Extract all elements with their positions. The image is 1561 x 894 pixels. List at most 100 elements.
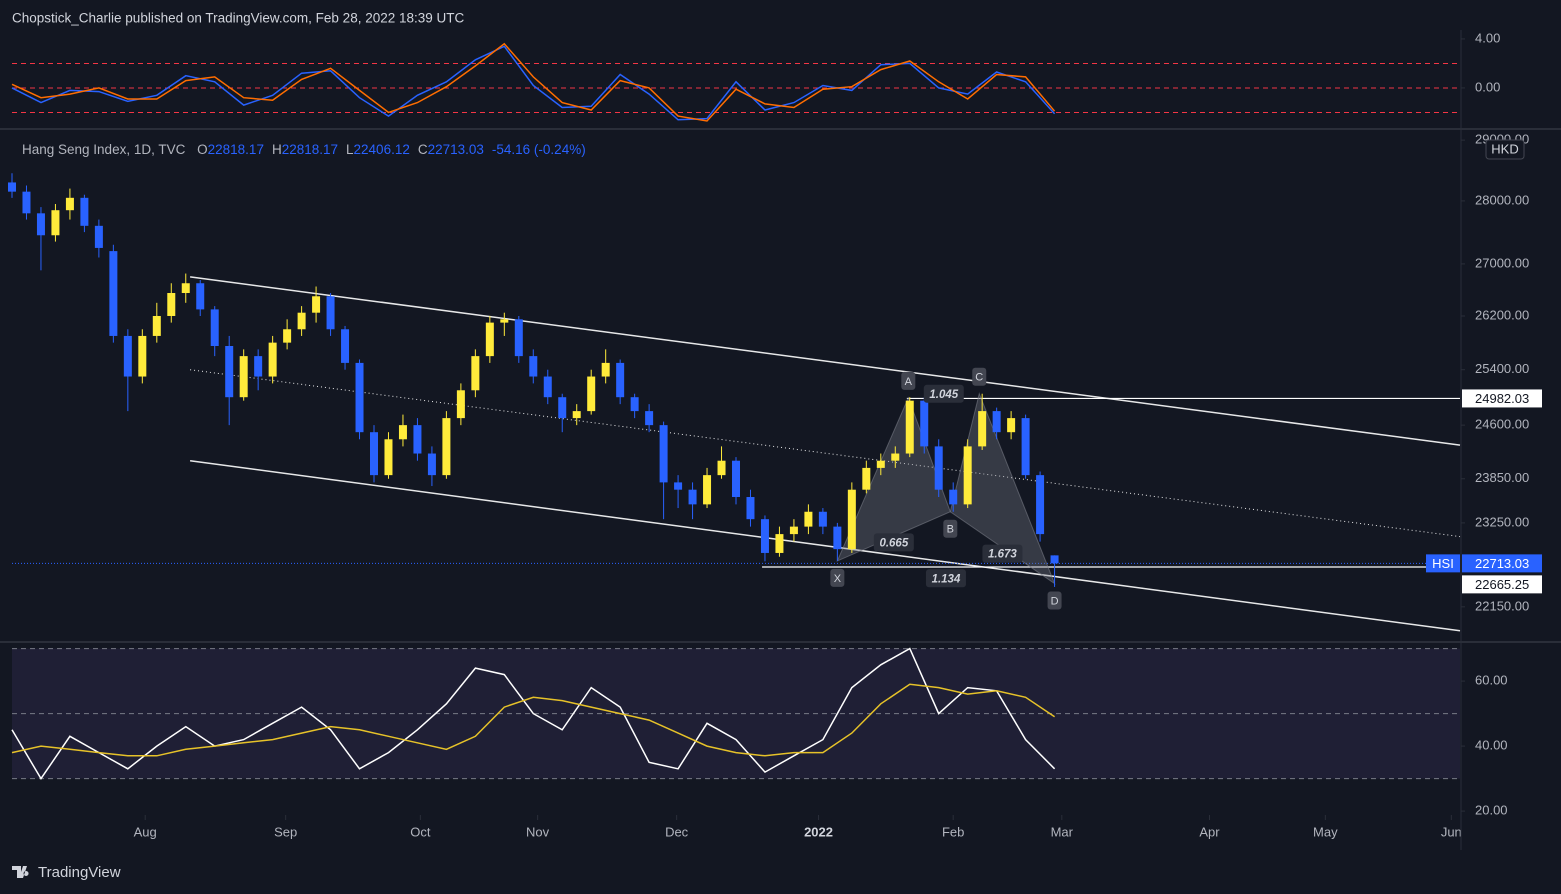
ratio-label: 0.665 [879, 537, 908, 549]
candle-body [616, 362, 625, 398]
candle-body [297, 312, 306, 330]
candle-body [746, 497, 755, 520]
pattern-point-box [972, 367, 987, 386]
x-tick-label: Jun [1441, 824, 1462, 839]
legend-key: H [271, 142, 282, 157]
candle-body [312, 296, 321, 313]
x-tick-label: Oct [410, 824, 431, 839]
candle-body [268, 342, 277, 377]
y-tick-label: 0.00 [1475, 79, 1500, 94]
symbol-label: HSI [1432, 556, 1454, 571]
last-price-label: 22713.03 [1475, 556, 1529, 571]
candle-body [760, 519, 769, 553]
candle-body [847, 489, 856, 550]
symbol-badge [1426, 554, 1460, 573]
last-price-box [1462, 554, 1542, 573]
y-tick-label: 22150.00 [1475, 598, 1529, 613]
x-tick-label: May [1313, 824, 1338, 839]
publisher-header: Chopstick_Charlie published on TradingVi… [12, 11, 465, 26]
candle-body [775, 534, 784, 553]
legend-value: 22818.17 [281, 142, 339, 157]
candle-body [804, 511, 813, 527]
candle-body [254, 356, 263, 377]
pattern-point-box [830, 568, 845, 587]
candle-body [123, 335, 132, 377]
pattern-point-box [1047, 591, 1062, 610]
candle-body [442, 418, 451, 476]
candle-body [789, 526, 798, 535]
candle-body [80, 197, 89, 226]
y-tick-label: 26200.00 [1475, 307, 1529, 322]
candle-body [1036, 475, 1045, 535]
legend-key: O [197, 142, 208, 157]
candle-body [36, 213, 45, 236]
candle-body [587, 376, 596, 412]
candle-body [732, 460, 740, 498]
candle-body [1021, 418, 1030, 476]
candle-body [818, 511, 827, 527]
ratio-box [873, 533, 914, 552]
pattern-point-label: D [1051, 595, 1059, 607]
candle-body [283, 329, 292, 343]
candle-body [630, 397, 639, 412]
candle-body [181, 283, 190, 294]
legend-value: 22818.17 [207, 142, 264, 157]
pattern-point-label: B [947, 524, 954, 536]
channel-line [190, 369, 1461, 538]
candle-body [355, 362, 364, 433]
candle-body [384, 439, 393, 476]
y-tick-label: 23850.00 [1475, 470, 1529, 485]
legend-key: C [417, 142, 428, 157]
candle-body [196, 283, 205, 310]
currency-box [1485, 139, 1525, 160]
candle-body [659, 425, 668, 483]
candle-body [51, 210, 60, 236]
pattern-point-label: C [975, 372, 983, 384]
candle-body [138, 335, 147, 377]
y-tick-label: 20.00 [1475, 803, 1508, 818]
candle-body [152, 315, 161, 336]
candle-body [645, 411, 654, 426]
price-line-box [1462, 575, 1542, 594]
candle-body [963, 446, 972, 505]
x-tick-label: Aug [134, 824, 157, 839]
candle-body [920, 400, 929, 447]
candle-body [934, 446, 943, 490]
candle-body [601, 362, 610, 377]
candle-body [543, 376, 552, 398]
x-tick-label: Apr [1199, 824, 1220, 839]
pattern-point-label: A [905, 376, 913, 388]
candle-body [8, 182, 16, 192]
candle-body [341, 329, 350, 363]
candle-body [833, 526, 842, 550]
candle-body [1050, 555, 1059, 564]
candle-body [949, 489, 958, 505]
x-tick-label: Mar [1051, 824, 1074, 839]
candle-body [65, 197, 74, 211]
candle-body [370, 432, 378, 476]
x-tick-label: 2022 [804, 824, 833, 839]
candle-body [326, 296, 335, 330]
ohlc-legend: Hang Seng Index, 1D, TVC O22818.17 H22818… [22, 142, 586, 157]
candle-body [876, 460, 885, 468]
ratio-label: 1.045 [929, 389, 958, 401]
y-tick-label: 60.00 [1475, 673, 1508, 688]
y-tick-label: 25400.00 [1475, 361, 1529, 376]
ratio-box [982, 544, 1023, 563]
channel-line [190, 459, 1461, 632]
candle-body [717, 460, 726, 476]
legend-change: -54.16 (-0.24%) [491, 142, 586, 157]
candle-body [674, 482, 683, 490]
x-tick-label: Nov [526, 824, 550, 839]
currency-label: HKD [1491, 141, 1518, 156]
series-line [11, 42, 1056, 122]
candle-body [529, 356, 538, 377]
price-line-label: 24982.03 [1475, 391, 1529, 406]
pattern-point-label: X [834, 573, 842, 585]
candle-body [703, 475, 712, 505]
candle-body [500, 319, 509, 323]
x-tick-label: Dec [665, 824, 689, 839]
y-tick-label: 23250.00 [1475, 514, 1529, 529]
